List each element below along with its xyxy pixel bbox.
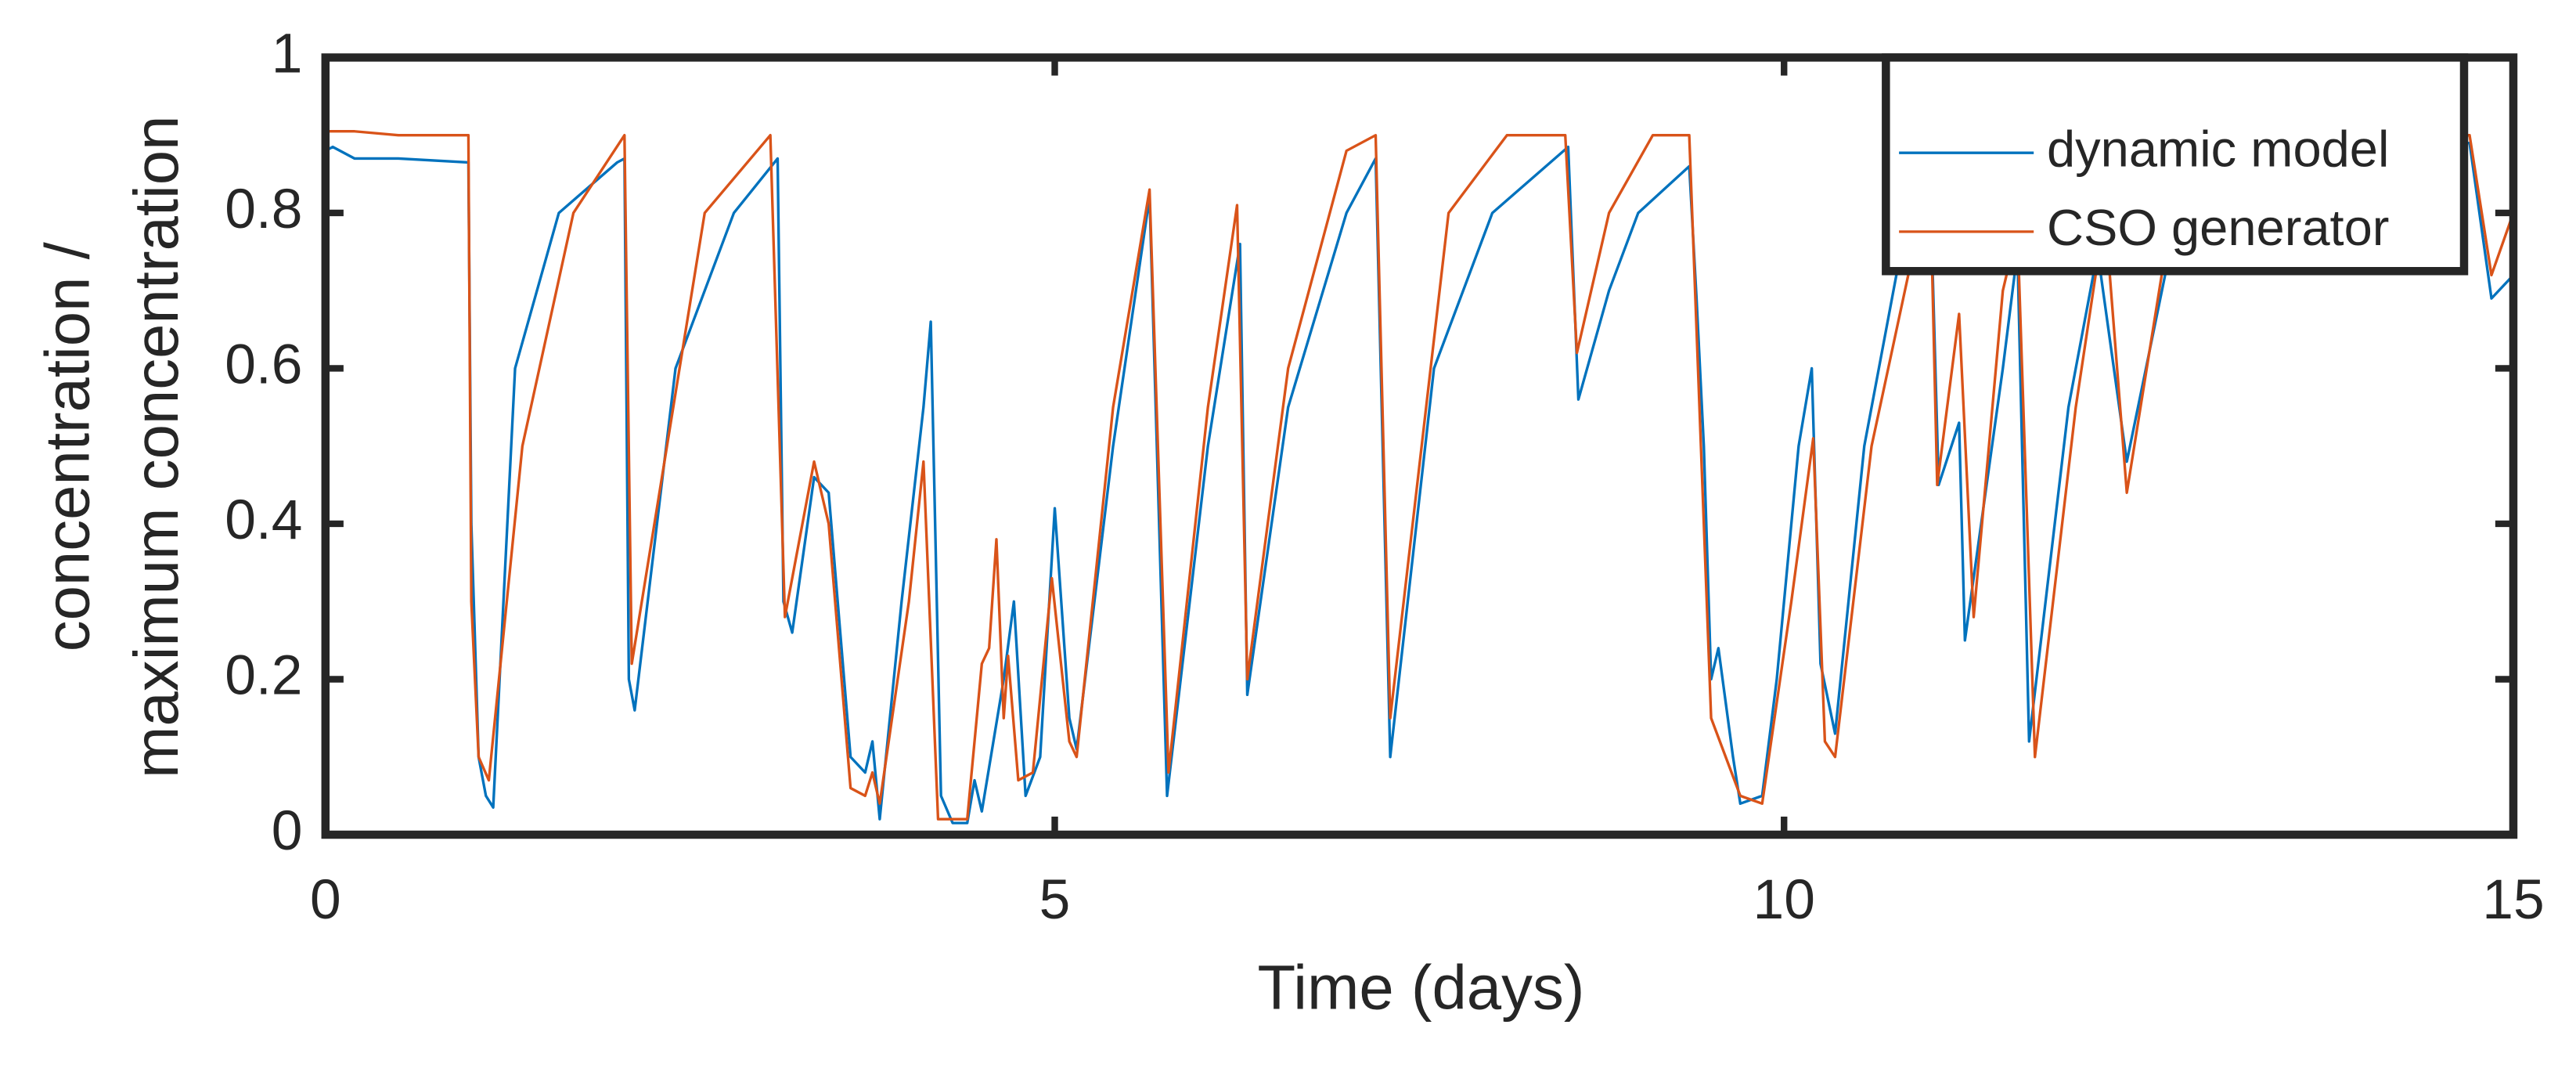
plot-frame — [321, 53, 2518, 839]
y-axis-label: concentration / — [33, 241, 103, 651]
x-tick-label: 15 — [2482, 868, 2544, 931]
y-tick-label: 0 — [272, 799, 303, 862]
y-axis-label: maximum concentration — [121, 116, 191, 778]
legend: dynamic model CSO generator — [1882, 53, 2469, 276]
y-tick-label: 0.8 — [225, 178, 302, 240]
data-line — [325, 130, 2515, 821]
legend-label: CSO generator — [2047, 199, 2389, 256]
x-axis-label: Time (days) — [1258, 953, 1585, 1023]
y-tick-label: 0.6 — [225, 333, 302, 395]
y-tick-label: 1 — [272, 22, 303, 85]
legend-box — [1882, 53, 2469, 276]
y-tick-label: 0.2 — [225, 644, 302, 706]
x-tick-label: 0 — [310, 868, 341, 931]
x-tick-label: 10 — [1753, 868, 1815, 931]
y-tick-label: 0.4 — [225, 489, 302, 551]
legend-label: dynamic model — [2047, 120, 2389, 177]
x-tick-label: 5 — [1039, 868, 1071, 931]
